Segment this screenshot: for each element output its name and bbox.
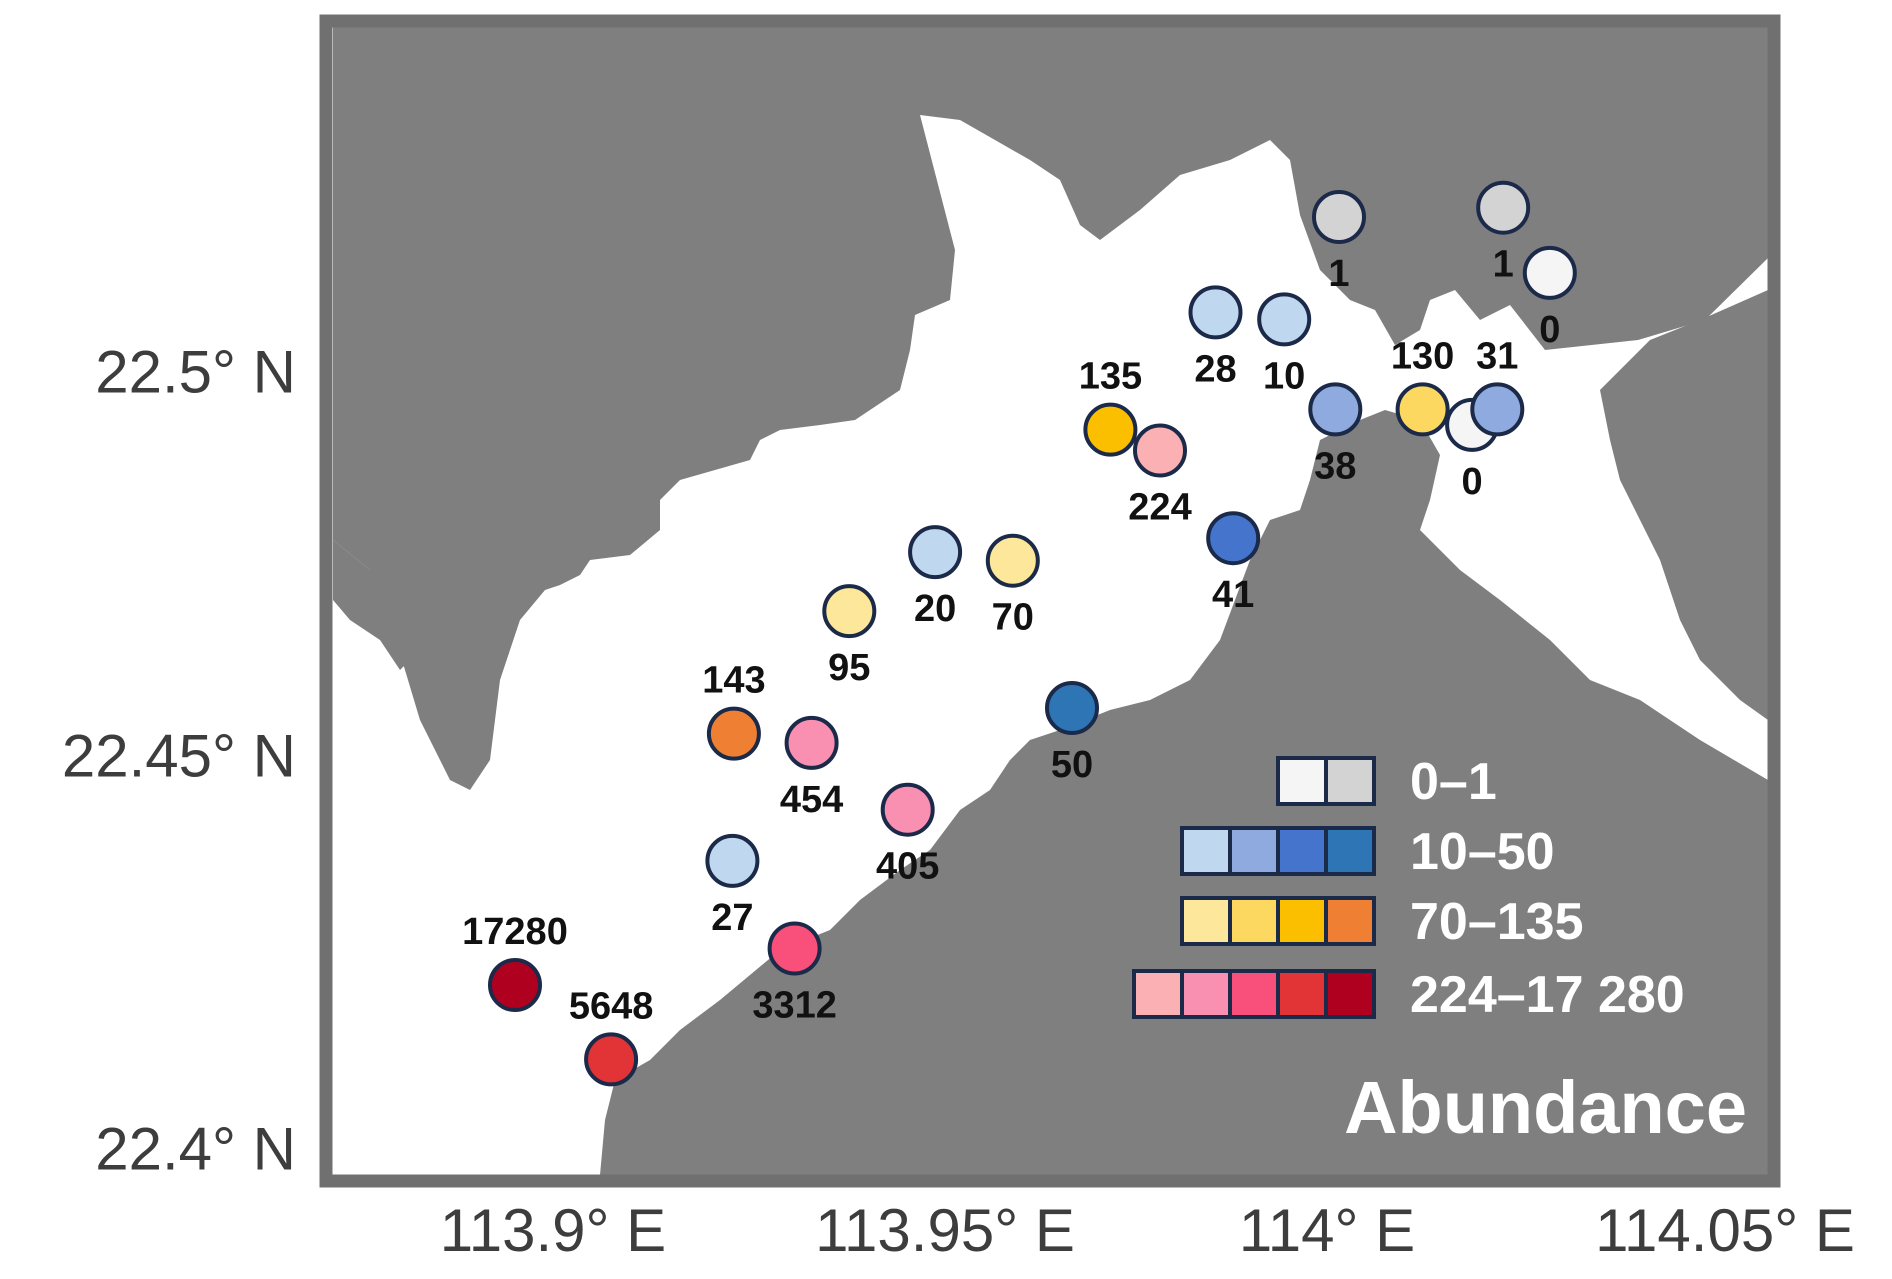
legend-swatch [1324,896,1376,946]
site-value-label: 10 [1263,355,1305,397]
site-value-label: 70 [992,597,1034,639]
lon-tick-label: 113.9° E [439,1197,667,1264]
legend-row: 224–17 280 [1132,966,1685,1024]
site-value-label: 38 [1314,445,1356,487]
site-marker [1188,285,1243,340]
site-marker [1476,180,1531,235]
site-value-label: 454 [780,779,843,821]
legend-range-label: 70–135 [1410,893,1584,951]
site-value-label: 50 [1051,744,1093,786]
legend-swatch [1324,969,1376,1019]
land-southeast [600,410,1768,1175]
site-marker [822,584,877,639]
site-marker [706,706,761,761]
legend-swatch [1324,826,1376,876]
site-marker [705,833,760,888]
legend-row: 0–1 [1276,753,1497,811]
site-marker [584,1032,639,1087]
site-value-label: 405 [876,846,939,888]
site-value-label: 27 [711,897,753,939]
site-marker [908,525,963,580]
site-marker [880,782,935,837]
site-value-label: 20 [914,588,956,630]
legend-swatch [1228,969,1280,1019]
site-marker [985,533,1040,588]
legend-swatch [1228,826,1280,876]
lat-tick-label: 22.45° N [61,722,296,790]
legend-swatch [1180,969,1232,1019]
land-west-fringe [333,540,420,670]
lat-tick-label: 22.5° N [95,338,296,406]
legend-swatch [1324,756,1376,806]
site-value-label: 1 [1328,253,1349,295]
legend-swatch [1276,896,1328,946]
legend-range-label: 224–17 280 [1410,966,1685,1024]
site-value-label: 17280 [462,911,568,953]
site-value-label: 135 [1079,356,1142,398]
site-marker [767,921,822,976]
lon-tick-label: 113.95° E [815,1197,1075,1264]
site-marker [1522,245,1577,300]
site-value-label: 5648 [569,985,654,1027]
site-value-label: 0 [1539,309,1560,351]
legend-swatch [1276,756,1328,806]
legend-title: Abundance [1344,1066,1747,1149]
land-east [1600,290,1768,720]
site-marker [784,715,839,770]
site-value-label: 3312 [752,985,837,1027]
legend-range-label: 10–50 [1410,823,1555,881]
site-value-label: 28 [1194,348,1236,390]
site-marker [1045,681,1099,735]
legend-range-label: 0–1 [1410,753,1497,811]
legend: Abundance 0–1 10–50 70–135 224–17 280 [1132,753,1747,1149]
site-value-label: 95 [828,647,870,689]
legend-swatch [1180,896,1232,946]
site-marker [1083,402,1138,457]
site-marker [1395,382,1450,437]
site-value-label: 0 [1462,461,1483,503]
legend-swatch [1132,969,1184,1019]
site-value-label: 224 [1128,487,1191,529]
legend-swatch [1276,826,1328,876]
map-frame [319,14,1781,1188]
lon-tick-label: 114.05° E [1595,1197,1855,1264]
site-marker [1470,382,1525,437]
site-markers [488,180,1577,1087]
site-value-label: 41 [1212,574,1254,616]
lon-tick-label: 114° E [1238,1197,1416,1264]
land-northwest [333,27,1768,790]
legend-swatch [1228,896,1280,946]
site-marker [1308,382,1363,437]
legend-swatch [1276,969,1328,1019]
site-marker [1312,190,1366,244]
site-value-label: 31 [1476,335,1518,377]
legend-swatch [1180,826,1232,876]
site-marker [488,958,542,1012]
legend-row: 10–50 [1180,823,1555,881]
site-value-label: 130 [1391,335,1454,377]
lat-tick-label: 22.4° N [95,1115,296,1183]
site-value-label: 1 [1493,244,1514,286]
site-marker [1206,511,1261,566]
site-marker [1257,292,1312,347]
site-value-label: 143 [702,660,765,702]
legend-row: 70–135 [1180,893,1584,951]
site-marker [1133,423,1187,478]
land-mass [333,27,1768,1175]
